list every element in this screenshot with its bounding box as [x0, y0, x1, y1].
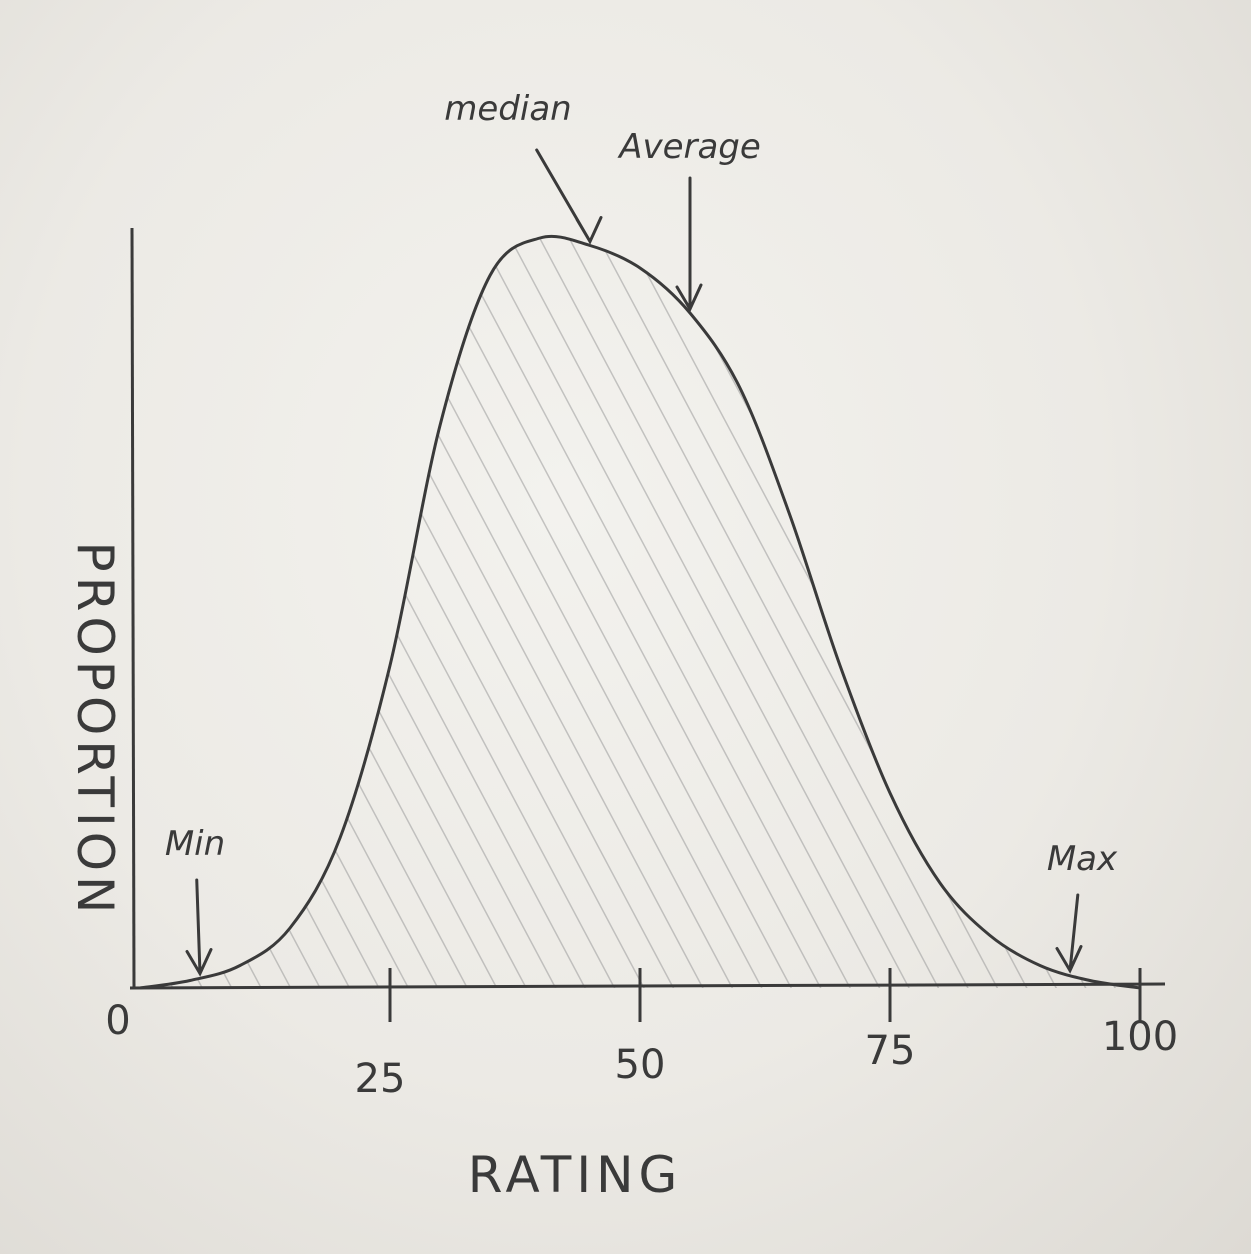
y-axis-title: PROPORTION	[66, 542, 124, 919]
max-annotation: Max	[1047, 839, 1118, 879]
distribution-curve	[139, 234, 1141, 990]
min-annotation: Min	[165, 824, 225, 864]
x-tick-label-75: 75	[865, 1028, 916, 1074]
origin-label: 0	[105, 998, 130, 1044]
x-axis-line	[129, 982, 1166, 990]
x-axis-title: RATING	[468, 1146, 682, 1204]
median-arrow-icon	[535, 148, 603, 245]
x-tick-label-25: 25	[355, 1056, 406, 1102]
curve-area-hatched	[140, 236, 1140, 989]
max-arrow-icon	[1055, 893, 1083, 974]
median-annotation: median	[444, 89, 571, 129]
y-axis-line	[130, 227, 136, 989]
min-arrow-icon	[185, 878, 213, 977]
x-tick-label-50: 50	[615, 1042, 666, 1088]
x-tick-label-100: 100	[1102, 1014, 1178, 1060]
average-arrow-icon	[675, 176, 703, 313]
average-annotation: Average	[617, 127, 761, 167]
